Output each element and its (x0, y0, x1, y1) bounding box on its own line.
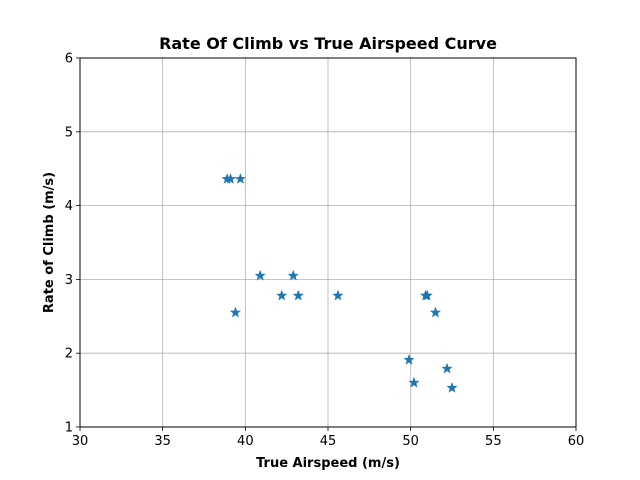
data-point (276, 289, 288, 301)
plot-frame (79, 57, 577, 428)
data-point (421, 289, 433, 301)
x-tick-label: 45 (320, 434, 337, 449)
y-axis-label: Rate of Climb (m/s) (42, 172, 57, 313)
y-tick-label: 2 (65, 347, 73, 362)
data-point (408, 376, 420, 388)
y-tick-label: 5 (65, 125, 73, 140)
data-point (446, 382, 458, 393)
y-tick-label: 1 (65, 421, 73, 436)
y-tick-label: 3 (65, 273, 73, 288)
x-tick-label: 50 (402, 434, 419, 449)
x-tick-label: 30 (72, 434, 89, 449)
data-point (224, 173, 237, 184)
data-point (332, 289, 344, 301)
x-tick-label: 40 (237, 434, 254, 449)
chart-title: Rate Of Climb vs True Airspeed Curve (159, 34, 497, 53)
x-axis-label: True Airspeed (m/s) (256, 456, 400, 471)
grid (79, 57, 577, 428)
x-tick-label: 55 (485, 434, 502, 449)
data-point (287, 269, 299, 281)
data-point (292, 289, 304, 301)
data-point (229, 306, 241, 318)
data-point (254, 269, 266, 281)
x-tick-label: 35 (154, 434, 171, 449)
x-tick-label: 60 (568, 434, 585, 449)
data-point (403, 353, 415, 365)
data-point (234, 173, 246, 184)
data-point (429, 306, 442, 318)
y-tick-label: 6 (65, 52, 73, 67)
data-points (221, 173, 458, 393)
data-point (441, 362, 453, 374)
y-tick-label: 4 (65, 199, 73, 214)
